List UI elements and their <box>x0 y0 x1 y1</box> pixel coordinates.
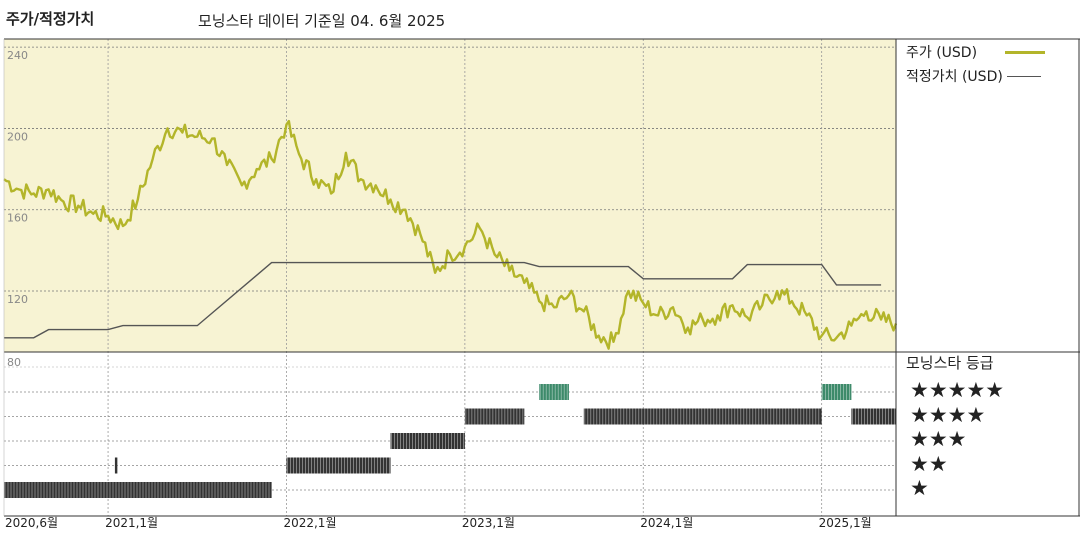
y-tick-label: 200 <box>7 130 28 143</box>
stars-5: ★★★★★ <box>910 378 1005 402</box>
x-tick-label: 2021,1월 <box>105 516 158 530</box>
legend-item-price: 주가 (USD) <box>906 40 1046 64</box>
rating-segment-5-star <box>821 384 852 400</box>
rating-y-tick-label: 80 <box>7 356 21 369</box>
y-tick-label: 120 <box>7 293 28 306</box>
stars-1: ★ <box>910 476 929 500</box>
rating-bar <box>114 457 118 474</box>
rating-stars: ★★★★★ ★★★★ ★★★ ★★ ★ <box>910 378 1004 501</box>
chart-title: 주가/적정가치 <box>6 10 95 28</box>
stars-4: ★★★★ <box>910 402 986 427</box>
chart-subtitle: 모닝스타 데이터 기준일 04. 6월 2025 <box>198 12 446 30</box>
rating-segment-3-star <box>390 433 465 449</box>
x-tick-label: 2025,1월 <box>819 516 872 530</box>
stars-2: ★★ <box>910 451 948 476</box>
legend-swatch-price <box>1005 50 1046 54</box>
x-tick-label: 2023,1월 <box>462 516 515 530</box>
rating-bar <box>583 408 822 425</box>
x-tick-label: 2024,1월 <box>640 516 693 530</box>
rating-segment-4-star <box>583 408 822 425</box>
legend-item-fair-value: 적정가치 (USD) <box>906 64 1045 88</box>
legend-swatch-fair-value <box>1006 75 1041 77</box>
rating-panel-title: 모닝스타 등급 <box>906 354 994 372</box>
x-tick-label: 2020,6월 <box>5 516 58 530</box>
rating-segment-1-star <box>4 482 272 498</box>
x-tick-label: 2022,1월 <box>283 516 336 530</box>
fair-value-series-line <box>4 261 882 339</box>
legend-label-price: 주가 (USD) <box>906 45 978 61</box>
rating-segment-4-star <box>464 408 525 425</box>
rating-bar <box>464 408 525 425</box>
rating-segment-5-star <box>539 384 569 400</box>
rating-segment-2-star <box>286 457 391 474</box>
legend: 주가 (USD) 적정가치 (USD) <box>906 40 1046 88</box>
stars-3: ★★★ <box>910 427 967 451</box>
y-tick-label: 240 <box>7 49 28 62</box>
legend-label-fair-value: 적정가치 (USD) <box>906 69 1003 85</box>
y-tick-label: 160 <box>7 212 28 225</box>
price-panel-background <box>4 39 896 352</box>
price-series-line <box>3 119 898 350</box>
rating-segment-4-star <box>851 408 896 425</box>
rating-segment-2-star <box>114 457 118 474</box>
